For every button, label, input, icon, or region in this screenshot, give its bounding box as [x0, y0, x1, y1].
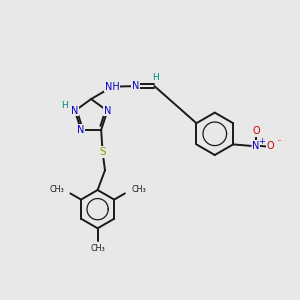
Text: CH₃: CH₃: [131, 185, 146, 194]
Text: +: +: [258, 137, 265, 146]
Text: CH₃: CH₃: [49, 185, 64, 194]
Text: O: O: [267, 142, 274, 152]
Text: NH: NH: [105, 82, 120, 92]
Text: N: N: [77, 125, 85, 135]
Text: H: H: [152, 73, 158, 82]
Text: N: N: [252, 141, 260, 151]
Text: ⁻: ⁻: [276, 138, 281, 147]
Text: N: N: [71, 106, 79, 116]
Text: S: S: [99, 147, 106, 157]
Text: O: O: [252, 126, 260, 136]
Text: CH₃: CH₃: [90, 244, 105, 253]
Text: N: N: [132, 81, 139, 91]
Text: H: H: [61, 101, 68, 110]
Text: N: N: [104, 106, 111, 116]
